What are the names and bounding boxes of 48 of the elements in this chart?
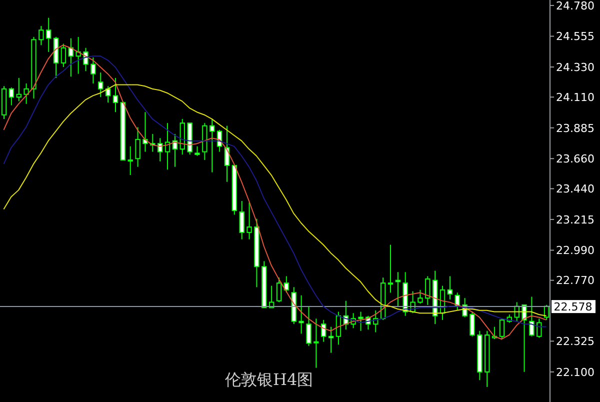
candlestick (529, 296, 534, 337)
y-tick-label: 22.770 (556, 274, 594, 288)
candlestick (358, 311, 364, 332)
candlestick (276, 277, 282, 303)
y-tick-label: 22.990 (556, 244, 594, 258)
candlestick (418, 289, 423, 304)
candlestick (194, 146, 200, 156)
candlestick (46, 17, 52, 52)
y-tick-label: 22.325 (556, 335, 594, 348)
y-tick-label: 23.215 (556, 213, 594, 226)
y-tick-label: 24.110 (556, 90, 594, 104)
candlestick (16, 77, 22, 102)
y-tick-label: 23.660 (556, 152, 594, 166)
candlestick (142, 112, 148, 152)
candlestick (24, 82, 29, 104)
y-tick-label: 23.440 (556, 182, 594, 196)
candlestick (447, 276, 453, 300)
candlestick (306, 306, 312, 346)
candlestick (135, 126, 140, 168)
candlestick (425, 276, 430, 306)
candlestick (388, 244, 394, 294)
candlestick (157, 138, 163, 162)
text: 伦敦银H4图 (225, 370, 314, 391)
candlestick (320, 319, 326, 342)
candlestick (128, 146, 133, 176)
candlestick (499, 318, 505, 340)
candlestick (112, 77, 118, 113)
candlestick (314, 318, 319, 368)
candlestick (210, 118, 215, 173)
candlestick (284, 276, 290, 294)
candlestick (98, 72, 104, 98)
y-tick-label: 22.100 (556, 366, 594, 379)
candlestick (90, 56, 96, 84)
candlestick (536, 318, 542, 338)
candlestick (246, 202, 252, 240)
candlestick (60, 43, 66, 68)
candlestick (239, 200, 244, 240)
ref-line-label: 22.578 (554, 300, 592, 314)
y-tick-label: 24.555 (556, 30, 594, 44)
candlestick (38, 25, 44, 46)
y-tick-label: 23.885 (556, 122, 594, 135)
candlestick (76, 36, 81, 74)
candlestick (298, 294, 304, 334)
candlestick (470, 311, 475, 337)
y-tick-label: 24.780 (556, 0, 594, 12)
candlestick (164, 122, 170, 170)
candlestick (8, 87, 14, 106)
y-tick-label: 24.330 (556, 60, 594, 74)
